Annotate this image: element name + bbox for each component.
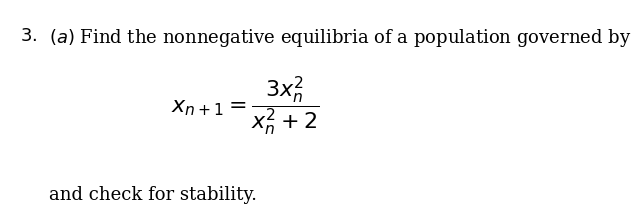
Text: and check for stability.: and check for stability. xyxy=(49,186,257,204)
Text: $(a)$ Find the nonnegative equilibria of a population governed by: $(a)$ Find the nonnegative equilibria of… xyxy=(49,27,631,49)
Text: $3.$: $3.$ xyxy=(20,27,37,44)
Text: $x_{n+1} = \dfrac{3x_n^2}{x_n^2 + 2}$: $x_{n+1} = \dfrac{3x_n^2}{x_n^2 + 2}$ xyxy=(171,74,320,138)
